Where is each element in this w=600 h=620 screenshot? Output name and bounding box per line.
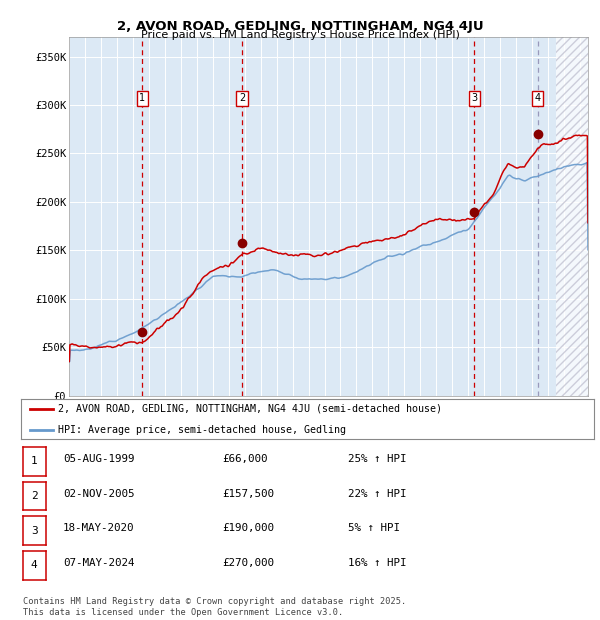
Text: 16% ↑ HPI: 16% ↑ HPI <box>348 558 407 568</box>
Text: Price paid vs. HM Land Registry's House Price Index (HPI): Price paid vs. HM Land Registry's House … <box>140 30 460 40</box>
Text: 25% ↑ HPI: 25% ↑ HPI <box>348 454 407 464</box>
Text: 02-NOV-2005: 02-NOV-2005 <box>63 489 134 498</box>
Text: 2: 2 <box>31 491 38 501</box>
Text: 2, AVON ROAD, GEDLING, NOTTINGHAM, NG4 4JU: 2, AVON ROAD, GEDLING, NOTTINGHAM, NG4 4… <box>116 20 484 33</box>
Text: £190,000: £190,000 <box>222 523 274 533</box>
Text: Contains HM Land Registry data © Crown copyright and database right 2025.
This d: Contains HM Land Registry data © Crown c… <box>23 598 406 617</box>
Text: 5% ↑ HPI: 5% ↑ HPI <box>348 523 400 533</box>
Text: £66,000: £66,000 <box>222 454 268 464</box>
Text: 05-AUG-1999: 05-AUG-1999 <box>63 454 134 464</box>
Text: 2, AVON ROAD, GEDLING, NOTTINGHAM, NG4 4JU (semi-detached house): 2, AVON ROAD, GEDLING, NOTTINGHAM, NG4 4… <box>58 404 442 414</box>
Text: 4: 4 <box>535 93 541 103</box>
Text: 2: 2 <box>239 93 245 103</box>
Text: 4: 4 <box>31 560 38 570</box>
Text: 18-MAY-2020: 18-MAY-2020 <box>63 523 134 533</box>
Text: £270,000: £270,000 <box>222 558 274 568</box>
Text: 22% ↑ HPI: 22% ↑ HPI <box>348 489 407 498</box>
Text: 3: 3 <box>31 526 38 536</box>
Text: 3: 3 <box>471 93 477 103</box>
Text: 1: 1 <box>139 93 145 103</box>
Text: 07-MAY-2024: 07-MAY-2024 <box>63 558 134 568</box>
Text: HPI: Average price, semi-detached house, Gedling: HPI: Average price, semi-detached house,… <box>58 425 346 435</box>
Text: 1: 1 <box>31 456 38 466</box>
Text: £157,500: £157,500 <box>222 489 274 498</box>
